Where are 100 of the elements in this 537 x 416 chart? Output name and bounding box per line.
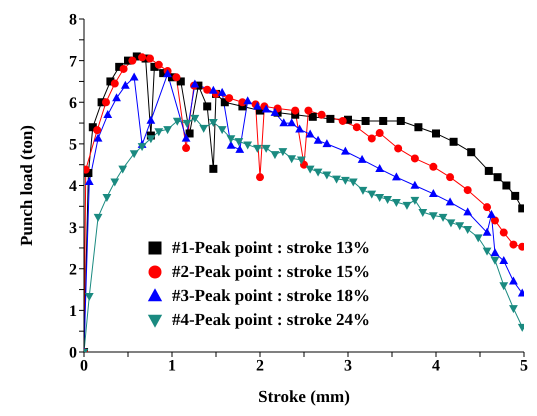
point [429,162,438,171]
x-tick-label: 0 [80,357,88,374]
point [474,234,483,242]
point [402,202,412,210]
point [358,154,366,163]
point [130,150,139,158]
y-tick-label: 4 [69,178,77,196]
point [348,178,358,187]
point [112,93,121,102]
point [392,172,401,180]
point [368,134,376,142]
x-tick-label: 4 [432,357,440,374]
point [308,112,317,121]
point [102,194,112,202]
point [172,73,180,82]
point [463,226,472,234]
point [414,123,422,132]
point [278,148,288,156]
point [120,64,128,73]
point [102,98,110,106]
point [182,144,190,152]
point [511,192,520,200]
point [94,134,102,142]
point [352,123,361,132]
point [375,194,384,202]
point [118,166,128,174]
y-tick-label: 3 [69,220,77,237]
point [203,86,212,94]
point [482,248,492,256]
point [358,186,368,195]
point [490,248,500,256]
point [84,293,94,302]
point [296,156,306,164]
point [464,186,472,194]
point [235,144,244,153]
point [291,106,300,115]
point [203,102,212,110]
point [226,135,236,144]
point [446,197,454,206]
point [432,129,440,138]
point [172,118,182,126]
point [375,164,384,172]
point [326,114,334,123]
point [270,108,280,116]
point [163,126,172,134]
point [110,80,119,88]
point [130,72,139,80]
y-tick-label: 6 [69,94,77,112]
point [318,110,326,119]
x-tick-label: 1 [168,357,176,374]
y-tick-label: 8 [69,12,77,29]
point [226,140,236,149]
point [446,173,454,182]
point [225,94,234,102]
point [154,60,163,69]
point [93,126,102,134]
point [455,222,464,230]
point [467,148,476,156]
point [103,110,112,118]
point [410,180,420,189]
point [410,154,419,162]
point [314,168,322,177]
y-tick-label: 7 [69,53,77,70]
point [509,276,518,284]
y-tick-label: 1 [69,303,77,320]
point [483,203,492,212]
point [256,173,264,182]
point [252,144,262,153]
point [500,228,508,237]
point [279,118,288,126]
legend-label: #4-Peak point : stroke 24% [172,309,370,331]
point [146,54,154,63]
point [218,126,227,134]
point [287,118,296,126]
point [494,173,502,182]
legend-label: #3-Peak point : stroke 18% [172,285,370,307]
point [304,106,312,115]
point [314,136,322,144]
point [392,198,401,207]
point [208,86,218,94]
y-axis-title: Punch load (ton) [17,125,36,246]
point [394,144,402,152]
point [262,104,271,113]
point [128,56,136,65]
point [383,196,392,204]
point [209,164,218,173]
point [376,129,384,138]
point [287,155,296,164]
point [499,282,508,290]
legend-label: #2-Peak point : stroke 15% [172,261,370,283]
y-tick-label: 0 [69,344,77,362]
point [208,119,218,128]
point [490,216,499,224]
point [84,176,94,185]
point [418,208,428,217]
x-tick-label: 5 [520,357,528,374]
point [94,214,102,222]
point [438,214,448,222]
point [410,196,420,205]
point [322,171,332,180]
